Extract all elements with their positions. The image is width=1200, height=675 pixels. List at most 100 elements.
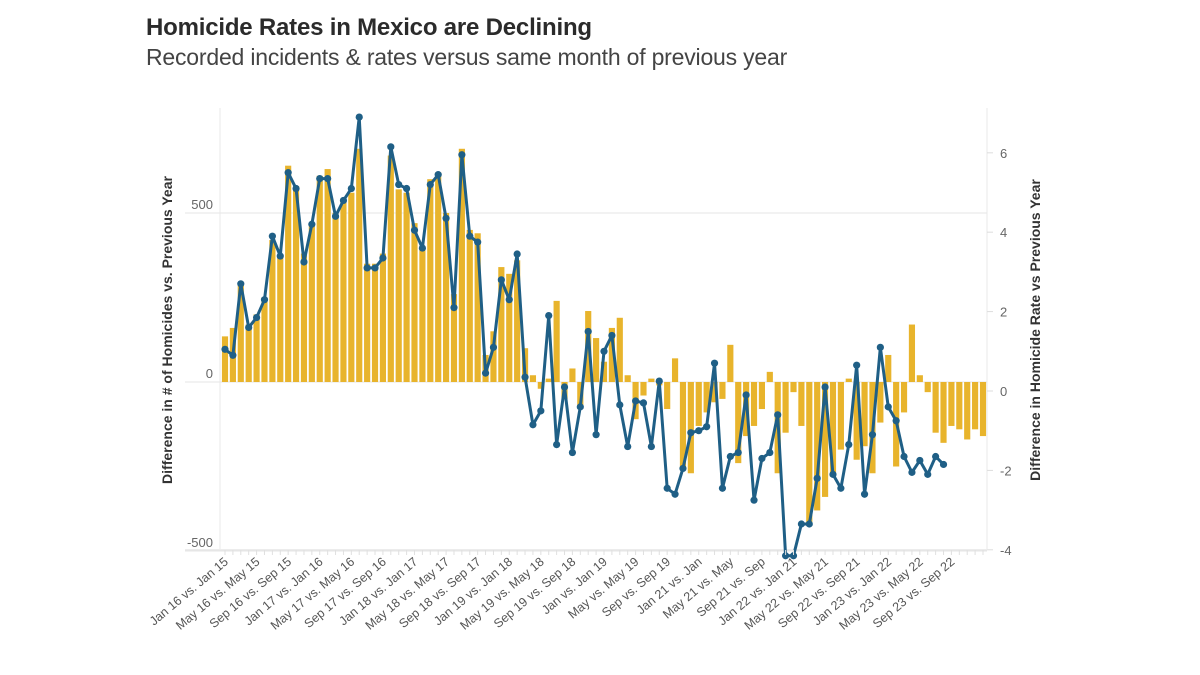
rate-point-33 (481, 369, 490, 377)
bar-80 (853, 382, 860, 460)
bar-32 (474, 233, 481, 382)
rate-point-12 (316, 175, 324, 183)
left-axis-label: Difference in # of Homicides vs. Previou… (159, 176, 175, 484)
bar-78 (837, 382, 844, 450)
rate-point-51 (624, 442, 632, 451)
rate-point-1 (229, 351, 237, 359)
bar-5 (261, 297, 268, 382)
rate-point-15 (339, 196, 348, 205)
bar-11 (308, 223, 315, 382)
rate-point-77 (829, 470, 837, 478)
rate-point-80 (853, 361, 861, 369)
bar-74 (806, 382, 813, 524)
bar-9 (292, 185, 300, 382)
bar-36 (506, 273, 513, 382)
bar-60 (695, 382, 702, 426)
bar-26 (427, 179, 434, 382)
bar-51 (624, 375, 631, 382)
bar-89 (924, 382, 931, 393)
rate-point-32 (474, 238, 482, 246)
rate-point-73 (797, 520, 806, 528)
rate-point-61 (703, 423, 711, 431)
bar-24 (411, 223, 418, 382)
rate-point-62 (710, 359, 719, 367)
left-axis: 500 0 -500 (187, 197, 213, 550)
rate-point-56 (663, 484, 671, 492)
bar-18 (364, 263, 371, 382)
bar-87 (908, 324, 916, 382)
bar-37 (514, 260, 521, 382)
rate-point-70 (774, 411, 782, 419)
rate-point-17 (355, 113, 363, 121)
bar-10 (300, 253, 308, 382)
bar-79 (845, 378, 852, 382)
rate-point-25 (418, 244, 426, 252)
right-tick-label: 4 (1000, 225, 1007, 240)
rate-point-90 (932, 452, 940, 461)
rate-point-23 (403, 184, 411, 193)
left-tick-label: 500 (191, 197, 213, 212)
rate-point-13 (324, 175, 332, 183)
rate-point-28 (442, 214, 450, 222)
rate-point-74 (805, 520, 813, 528)
rate-point-59 (687, 429, 695, 437)
rate-point-66 (742, 391, 750, 399)
rate-point-4 (252, 313, 261, 322)
bar-64 (727, 344, 734, 382)
rate-point-82 (868, 431, 877, 439)
rate-point-89 (924, 470, 932, 478)
bar-14 (332, 213, 339, 382)
rate-point-8 (284, 169, 292, 177)
rate-point-45 (576, 403, 584, 411)
left-tick-label: 0 (206, 366, 213, 381)
rate-point-83 (876, 343, 884, 351)
rate-point-39 (529, 421, 537, 429)
rate-point-58 (679, 464, 687, 473)
right-axis: 6 4 2 0 -2 -4 (987, 146, 1012, 558)
rate-point-30 (458, 151, 466, 159)
bar-3 (245, 324, 252, 382)
rate-point-68 (758, 454, 766, 463)
bar-67 (750, 382, 758, 426)
rate-point-35 (497, 276, 505, 284)
bar-95 (972, 382, 979, 430)
left-tick-label: -500 (187, 535, 213, 550)
rate-point-64 (726, 452, 734, 461)
bar-57 (671, 358, 679, 382)
rate-point-55 (655, 377, 663, 385)
bar-series (221, 148, 987, 524)
bar-13 (324, 169, 331, 382)
bar-88 (916, 375, 923, 382)
rate-point-16 (347, 184, 355, 193)
rate-point-52 (631, 397, 640, 405)
bar-58 (679, 382, 687, 470)
rate-point-91 (939, 460, 948, 469)
bar-84 (885, 354, 892, 382)
rate-point-47 (592, 431, 600, 439)
rate-point-69 (766, 448, 774, 457)
bar-65 (735, 382, 742, 464)
right-axis-label: Difference in Homicide Rate vs Previous … (1027, 179, 1043, 481)
bar-92 (948, 382, 955, 426)
bar-34 (490, 331, 497, 382)
rate-point-18 (363, 264, 371, 272)
rate-point-19 (371, 264, 379, 272)
rate-point-87 (908, 468, 916, 476)
rate-point-3 (245, 323, 253, 332)
bar-68 (758, 382, 765, 410)
bar-81 (861, 382, 868, 447)
right-tick-label: 2 (1000, 305, 1007, 320)
rate-point-5 (260, 296, 269, 304)
rate-point-76 (821, 383, 829, 391)
rate-point-60 (695, 427, 703, 435)
bar-83 (877, 382, 884, 423)
line-series (221, 113, 948, 560)
bar-41 (545, 378, 552, 382)
bar-22 (395, 189, 402, 382)
rate-point-84 (884, 403, 892, 411)
rate-point-49 (608, 331, 616, 340)
bar-53 (640, 382, 647, 396)
rate-point-9 (292, 184, 300, 193)
bar-50 (616, 317, 623, 382)
